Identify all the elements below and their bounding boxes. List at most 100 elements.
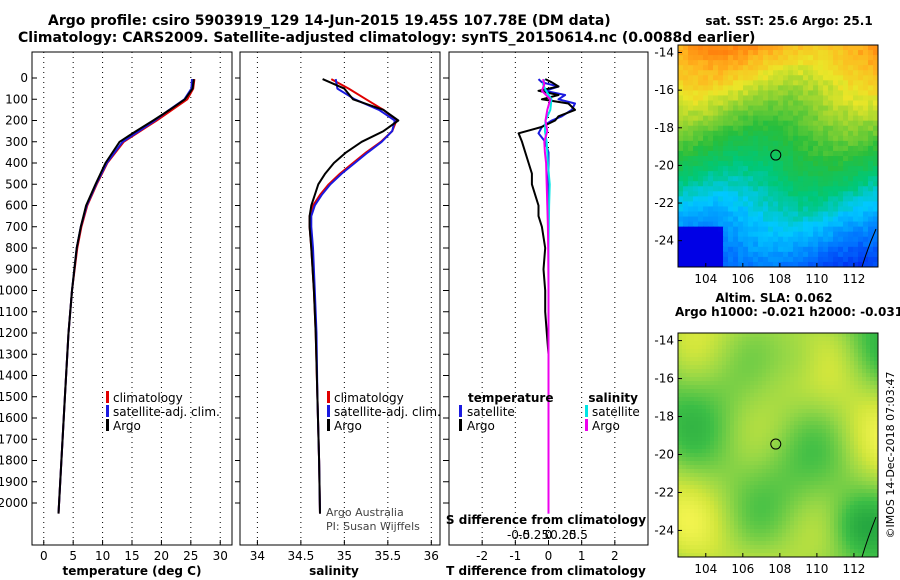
sst-cell	[733, 186, 739, 192]
sla-cell	[830, 337, 835, 342]
imos-credit: ©IMOS 14-Dec-2018 07:03:47	[884, 372, 897, 539]
sla-cell	[726, 369, 731, 374]
sst-cell	[733, 45, 739, 51]
sla-cell	[678, 445, 683, 450]
sla-cell	[838, 469, 843, 474]
sla-cell	[854, 529, 859, 534]
sla-cell	[682, 509, 687, 514]
sst-cell	[693, 251, 699, 258]
sla-cell	[790, 413, 795, 418]
sst-cell	[678, 196, 684, 203]
sst-cell	[738, 55, 744, 61]
sla-cell	[722, 409, 727, 414]
sst-cell	[778, 105, 784, 112]
sla-cell	[730, 377, 735, 382]
sst-cell	[783, 176, 789, 182]
sla-cell	[770, 493, 775, 498]
sst-cell	[833, 125, 839, 132]
sla-cell	[814, 457, 819, 462]
sla-cell	[698, 469, 703, 474]
sla-cell	[806, 425, 811, 430]
sla-cell	[798, 381, 803, 386]
sla-cell	[754, 529, 759, 534]
sla-cell	[778, 437, 783, 442]
sla-cell	[738, 453, 743, 458]
sla-cell	[754, 337, 759, 342]
sst-cell	[843, 50, 849, 56]
sst-cell	[678, 145, 684, 152]
sst-cell	[868, 236, 874, 243]
sst-cell	[853, 100, 859, 107]
sla-cell	[846, 469, 851, 474]
sla-cell	[694, 413, 699, 418]
sla-cell	[794, 437, 799, 442]
sla-cell	[714, 421, 719, 426]
sst-cell	[838, 176, 844, 182]
sla-cell	[818, 417, 823, 422]
sla-cell	[678, 425, 683, 430]
sst-cell	[693, 80, 699, 86]
sst-cell	[778, 221, 784, 228]
sla-cell	[698, 473, 703, 478]
sst-cell	[693, 45, 699, 51]
sla-cell	[706, 429, 711, 434]
sla-cell	[830, 449, 835, 454]
sst-cell	[728, 95, 734, 102]
sla-cell	[802, 501, 807, 506]
sla-cell	[866, 377, 871, 382]
sst-cell	[788, 100, 794, 107]
sla-cell	[854, 425, 859, 430]
sla-cell	[746, 353, 751, 358]
sla-cell	[874, 377, 878, 382]
sla-cell	[726, 337, 731, 342]
sla-cell	[762, 449, 767, 454]
sst-cell	[753, 140, 759, 147]
sst-cell	[813, 120, 819, 127]
sla-cell	[786, 517, 791, 522]
sst-cell	[868, 166, 874, 172]
legend-swatch-t-argo	[459, 419, 462, 431]
legend-label-argo: Argo	[334, 419, 362, 433]
sla-cell	[802, 345, 807, 350]
sla-cell	[870, 413, 875, 418]
sst-cell	[698, 95, 704, 102]
sla-cell	[838, 393, 843, 398]
sst-cell	[693, 221, 699, 228]
sla-cell	[786, 433, 791, 438]
sst-cell	[743, 176, 749, 182]
sst-cell	[728, 70, 734, 76]
sst-cell	[803, 256, 809, 263]
sst-cell	[838, 216, 844, 223]
sla-cell	[850, 457, 855, 462]
sst-cell	[858, 216, 864, 223]
sla-cell	[714, 537, 719, 542]
sst-cell	[798, 206, 804, 213]
sla-cell	[866, 537, 871, 542]
sst-cell	[863, 120, 869, 127]
sst-cell	[778, 75, 784, 81]
sst-cell	[818, 231, 824, 238]
sst-cell	[718, 196, 724, 203]
sla-cell	[686, 505, 691, 510]
sla-cell	[730, 533, 735, 538]
sla-cell	[874, 453, 878, 458]
sst-cell	[693, 186, 699, 192]
sst-cell	[703, 110, 709, 117]
legend-label-t-argo: Argo	[467, 419, 495, 433]
sla-cell	[798, 509, 803, 514]
sla-cell	[870, 361, 875, 366]
sla-cell	[694, 493, 699, 498]
sla-cell	[754, 433, 759, 438]
sla-cell	[850, 405, 855, 410]
sla-cell	[706, 509, 711, 514]
sst-cell	[843, 100, 849, 107]
sla-cell	[698, 405, 703, 410]
sla-cell	[806, 357, 811, 362]
sla-cell	[734, 465, 739, 470]
sst-cell	[743, 140, 749, 147]
sla-cell	[830, 525, 835, 530]
sla-cell	[846, 537, 851, 542]
sla-cell	[738, 545, 743, 550]
sst-cell	[708, 256, 714, 263]
sla-cell	[854, 497, 859, 502]
